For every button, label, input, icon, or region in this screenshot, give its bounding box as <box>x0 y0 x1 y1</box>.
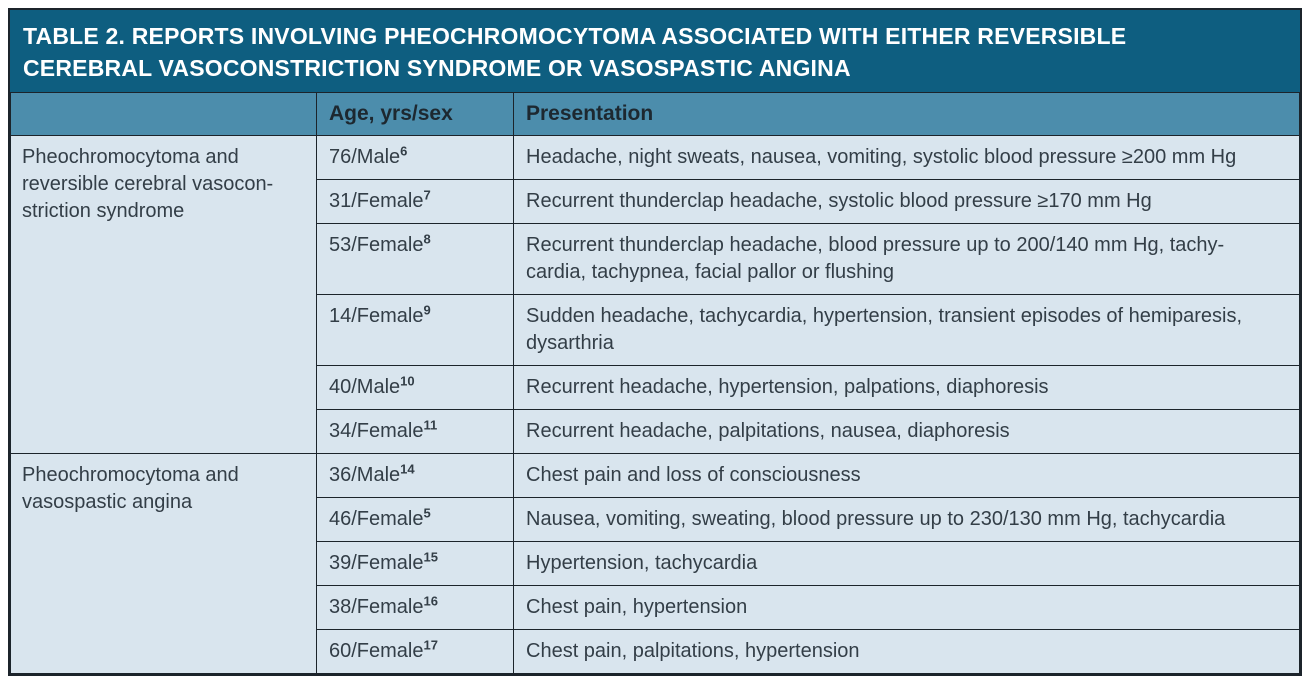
presentation-cell: Sudden headache, tachycardia, hypertensi… <box>513 294 1300 366</box>
reference-superscript: 11 <box>423 417 438 433</box>
age-sex-value: 31/Female <box>329 190 424 212</box>
header-row: Age, yrs/sex Presentation <box>10 92 1300 136</box>
age-sex-cell: 60/Female17 <box>316 629 514 674</box>
presentation-cell: Recurrent thunderclap headache, systolic… <box>513 179 1300 224</box>
table-row: 31/Female7 Recurrent thunderclap headach… <box>11 179 1300 224</box>
presentation-cell: Recurrent headache, hypertension, palpat… <box>513 365 1300 410</box>
age-sex-cell: 36/Male14 <box>316 453 514 498</box>
table-row: Pheochromocytoma and reversible cerebral… <box>10 135 1300 454</box>
reference-superscript: 5 <box>423 505 431 521</box>
age-sex-value: 14/Female <box>329 305 424 327</box>
age-sex-cell: 31/Female7 <box>316 179 514 224</box>
age-sex-value: 76/Male <box>329 146 401 168</box>
presentation-cell: Chest pain, palpitations, hypertension <box>513 629 1300 674</box>
presentation-cell: Recurrent headache, palpitations, nausea… <box>513 409 1300 454</box>
table-2-container: TABLE 2. REPORTS INVOLVING PHEOCHROMOCYT… <box>8 8 1302 676</box>
reports-table: Age, yrs/sex Presentation Pheochromocyto… <box>10 92 1300 674</box>
reference-superscript: 16 <box>423 593 438 609</box>
table-row: 34/Female11 Recurrent headache, palpitat… <box>11 409 1300 454</box>
reference-superscript: 8 <box>423 231 431 247</box>
age-sex-cell: 34/Female11 <box>316 409 514 454</box>
group-label-vasospastic-angina: Pheochromocytoma and vasospastic angina <box>10 453 317 674</box>
table-title-line-1: TABLE 2. REPORTS INVOLVING PHEOCHROMOCYT… <box>23 23 1127 49</box>
table-title-line-2: CEREBRAL VASOCONSTRICTION SYNDROME OR VA… <box>23 55 851 81</box>
presentation-cell: Hypertension, tachycardia <box>513 541 1300 586</box>
table-row: Pheochromocytoma and vasospastic angina … <box>10 453 1300 674</box>
age-sex-cell: 39/Female15 <box>316 541 514 586</box>
reference-superscript: 7 <box>423 187 431 203</box>
column-header-group <box>10 92 317 136</box>
age-sex-cell: 46/Female5 <box>316 497 514 542</box>
presentation-cell: Nausea, vomiting, sweating, blood pressu… <box>513 497 1300 542</box>
presentation-cell: Headache, night sweats, nausea, vomiting… <box>513 135 1300 180</box>
age-sex-value: 53/Female <box>329 234 424 256</box>
table-row: 39/Female15 Hypertension, tachycardia <box>11 541 1300 586</box>
table-header: Age, yrs/sex Presentation <box>10 92 1300 136</box>
table-row: 46/Female5 Nausea, vomiting, sweating, b… <box>11 497 1300 542</box>
column-header-age-sex: Age, yrs/sex <box>316 92 514 136</box>
presentation-cell: Chest pain and loss of consciousness <box>513 453 1300 498</box>
age-sex-cell: 76/Male6 <box>316 135 514 180</box>
table-row: 40/Male10 Recurrent headache, hypertensi… <box>11 365 1300 410</box>
reference-superscript: 6 <box>400 143 408 159</box>
age-sex-value: 39/Female <box>329 552 424 574</box>
age-sex-cell: 53/Female8 <box>316 223 514 295</box>
table-body: Pheochromocytoma and reversible cerebral… <box>10 135 1300 674</box>
group-label-rcvs: Pheochromocytoma and reversible cerebral… <box>10 135 317 454</box>
reference-superscript: 17 <box>423 637 438 653</box>
age-sex-value: 38/Female <box>329 596 424 618</box>
presentation-cell: Chest pain, hypertension <box>513 585 1300 630</box>
presentation-cell: Recurrent thunderclap headache, blood pr… <box>513 223 1300 295</box>
age-sex-value: 60/Female <box>329 640 424 662</box>
age-sex-cell: 40/Male10 <box>316 365 514 410</box>
age-sex-cell: 14/Female9 <box>316 294 514 366</box>
table-row: 14/Female9 Sudden headache, tachycardia,… <box>11 294 1300 366</box>
reference-superscript: 14 <box>400 461 415 477</box>
reference-superscript: 15 <box>423 549 438 565</box>
table-title: TABLE 2. REPORTS INVOLVING PHEOCHROMOCYT… <box>10 10 1300 92</box>
reference-superscript: 9 <box>423 302 431 318</box>
age-sex-value: 36/Male <box>329 464 401 486</box>
age-sex-cell: 38/Female16 <box>316 585 514 630</box>
column-header-presentation: Presentation <box>513 92 1300 136</box>
table-row: 38/Female16 Chest pain, hypertension <box>11 585 1300 630</box>
age-sex-value: 34/Female <box>329 420 424 442</box>
age-sex-value: 46/Female <box>329 508 424 530</box>
reference-superscript: 10 <box>400 373 415 389</box>
age-sex-value: 40/Male <box>329 376 401 398</box>
